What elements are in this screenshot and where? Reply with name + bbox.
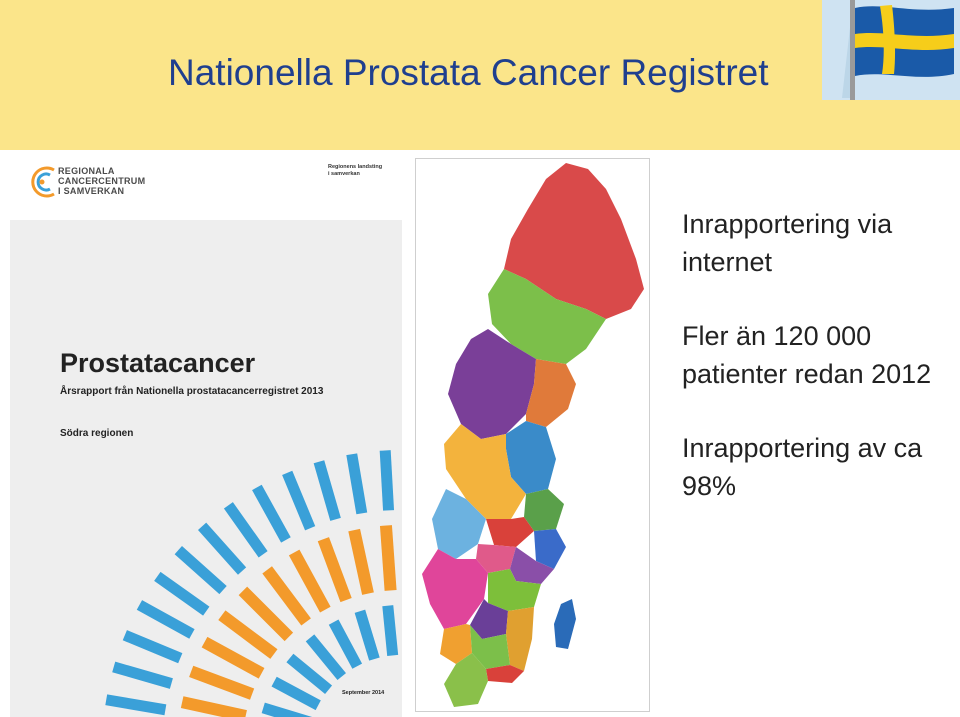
sunray xyxy=(180,696,247,717)
map-region-uppsala xyxy=(524,489,564,531)
sunray xyxy=(317,537,352,603)
sunrays-graphic xyxy=(105,450,399,717)
slide-title: Nationella Prostata Cancer Registret xyxy=(168,52,769,93)
map-region-jonkoping xyxy=(470,599,508,639)
sunray xyxy=(354,609,380,661)
landsting-line: Regionens landsting xyxy=(328,164,383,170)
map-region-kalmar xyxy=(506,607,534,671)
map-region-vasterbotten xyxy=(488,269,606,364)
landsting-line: i samverkan xyxy=(328,171,360,177)
map-region-halland xyxy=(440,624,472,664)
sweden-map-panel xyxy=(415,158,650,712)
map-region-vastra-gotaland xyxy=(422,549,488,629)
sunray xyxy=(252,484,291,543)
sunray xyxy=(282,470,316,531)
bullet-item: Inrapportering via internet xyxy=(682,209,893,277)
map-region-gavleborg xyxy=(506,421,556,494)
map-region-skane xyxy=(444,653,488,707)
report-title: Prostatacancer xyxy=(60,348,256,378)
sunray xyxy=(154,571,210,616)
rcc-logo-line: I SAMVERKAN xyxy=(58,186,125,196)
map-region-orebro xyxy=(476,544,516,573)
map-region-vasternorrland xyxy=(526,359,576,427)
sunray xyxy=(218,610,278,659)
map-region-jamtland xyxy=(448,329,536,439)
map-region-vastmanland xyxy=(486,517,534,547)
sunray xyxy=(238,586,294,642)
landsting-text: Regionens landsting i samverkan xyxy=(328,164,382,178)
rcc-logo xyxy=(24,164,164,200)
map-region-dalarna xyxy=(444,424,526,519)
swedish-flag-image xyxy=(822,0,960,100)
sunray xyxy=(313,460,341,521)
map-region-gotland xyxy=(554,599,576,649)
sunray xyxy=(122,630,183,664)
report-cover: REGIONALA CANCERCENTRUM I SAMVERKAN Regi… xyxy=(10,150,415,717)
map-region-norrbotten xyxy=(504,163,644,319)
sunray xyxy=(174,545,227,595)
sunray xyxy=(112,661,173,689)
sunray xyxy=(348,528,374,595)
sunray xyxy=(261,702,313,717)
sunray xyxy=(286,653,333,694)
sunray xyxy=(136,600,195,639)
sunray xyxy=(379,525,397,591)
sunray xyxy=(197,522,247,575)
sunray xyxy=(288,549,331,613)
sunray xyxy=(105,694,167,716)
map-region-stockholm xyxy=(534,529,566,569)
bullet-item: Fler än 120 000 patienter redan 2012 xyxy=(682,321,932,389)
sunray xyxy=(262,566,311,626)
sunray xyxy=(201,636,265,679)
map-region-varmland xyxy=(432,489,486,559)
bullet-list: Inrapportering via internet Fler än 120 … xyxy=(682,205,960,541)
header-band: Nationella Prostata Cancer Registret xyxy=(0,0,960,150)
map-region-sodermanland xyxy=(510,547,554,584)
bullet-item: Inrapportering av ca 98% xyxy=(682,433,923,501)
sunray xyxy=(271,676,321,711)
report-date: September 2014 xyxy=(342,690,385,696)
sweden-county-map xyxy=(422,163,644,707)
map-region-blekinge xyxy=(486,665,524,683)
sunray xyxy=(328,619,363,669)
map-region-ostergotland xyxy=(488,569,541,611)
rcc-logo-line: CANCERCENTRUM xyxy=(58,176,146,186)
sunray xyxy=(346,453,368,515)
rcc-logo-text: REGIONALA CANCERCENTRUM I SAMVERKAN xyxy=(58,166,145,196)
sunray xyxy=(305,634,346,681)
sunray xyxy=(223,502,268,558)
sunray xyxy=(379,450,395,511)
sunray xyxy=(382,605,399,656)
map-region-kronoberg xyxy=(470,625,510,669)
rcc-logo-line: REGIONALA xyxy=(58,166,115,176)
report-subtitle: Årsrapport från Nationella prostatacance… xyxy=(60,386,324,397)
report-region: Södra regionen xyxy=(60,428,134,439)
sunray xyxy=(189,665,255,700)
